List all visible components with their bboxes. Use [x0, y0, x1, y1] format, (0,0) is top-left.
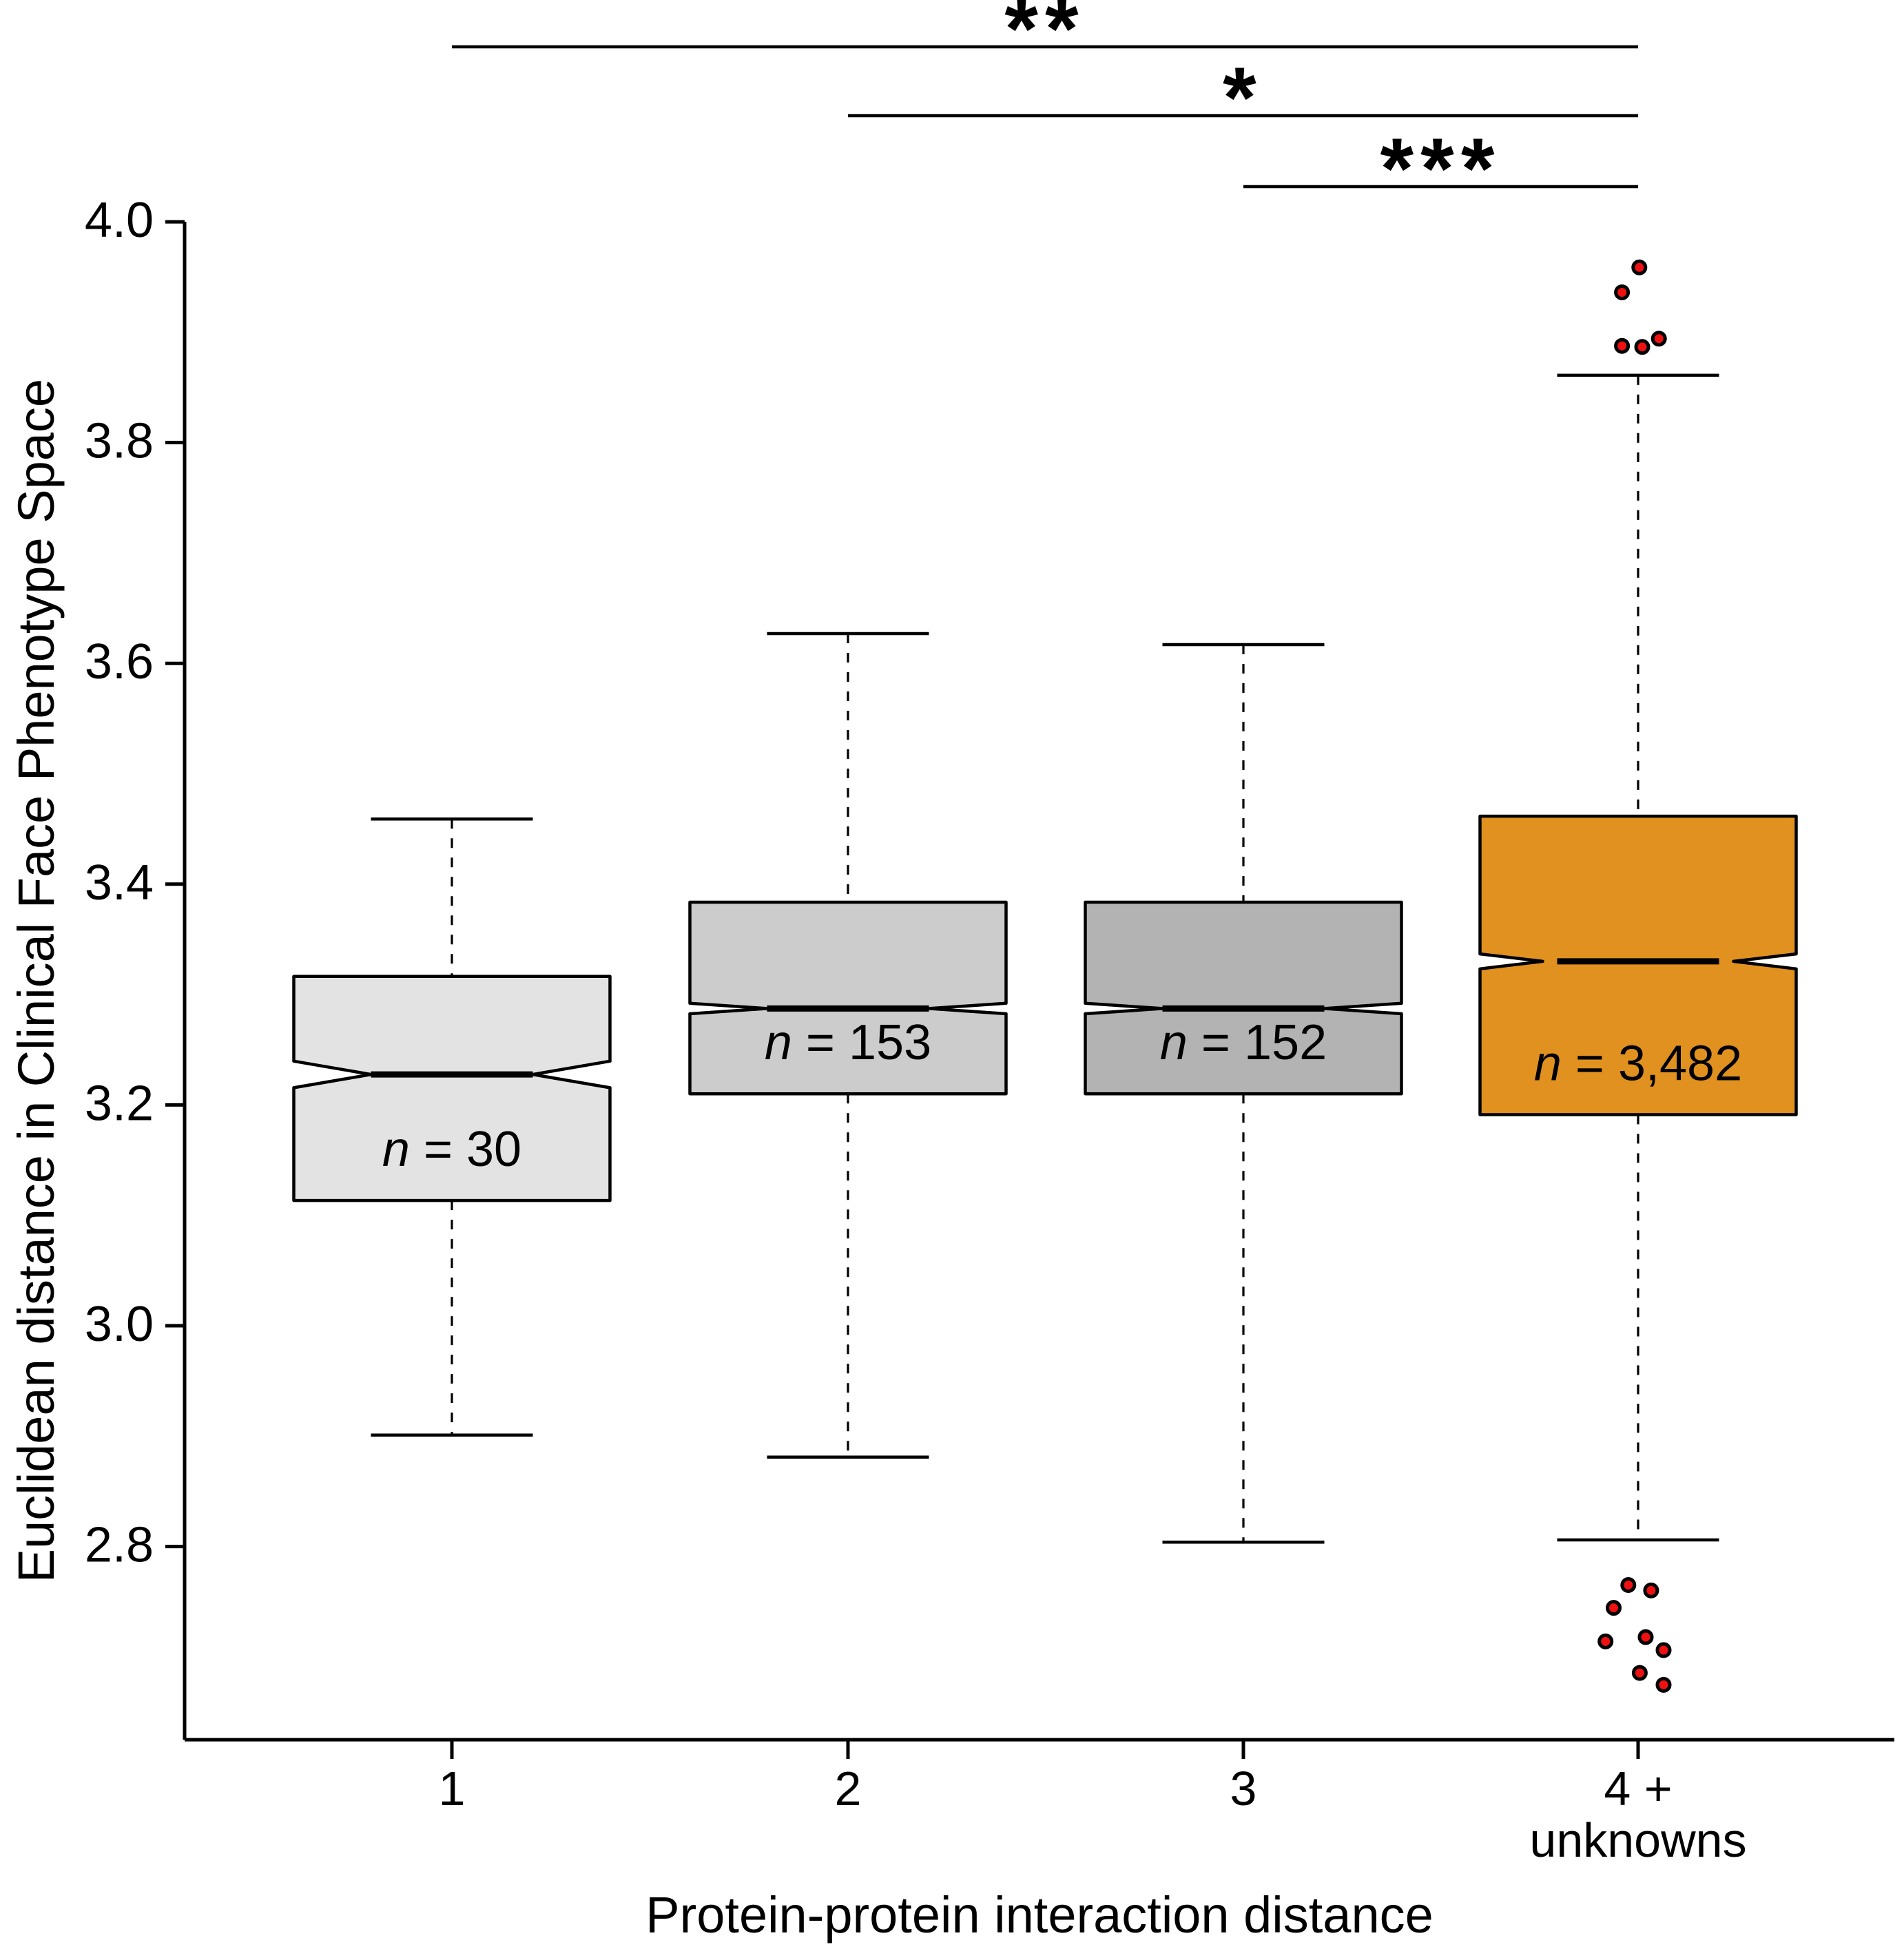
svg-text:n = 30: n = 30 — [382, 1122, 521, 1177]
svg-text:unknowns: unknowns — [1529, 1813, 1746, 1867]
svg-text:3: 3 — [1230, 1762, 1257, 1815]
svg-text:Protein-protein interaction di: Protein-protein interaction distance — [645, 1886, 1434, 1943]
svg-text:1: 1 — [439, 1762, 466, 1815]
svg-text:3.0: 3.0 — [85, 1297, 154, 1352]
svg-text:4.0: 4.0 — [85, 193, 154, 248]
svg-text:***: *** — [1380, 121, 1502, 217]
svg-text:3.8: 3.8 — [85, 414, 154, 469]
svg-text:3.6: 3.6 — [85, 634, 154, 689]
svg-text:3.2: 3.2 — [85, 1076, 154, 1131]
svg-text:**: ** — [1004, 0, 1085, 77]
svg-text:4 +: 4 + — [1604, 1762, 1672, 1815]
svg-text:2: 2 — [835, 1762, 862, 1815]
svg-text:n = 3,482: n = 3,482 — [1534, 1036, 1742, 1092]
svg-text:n = 152: n = 152 — [1160, 1015, 1327, 1070]
svg-text:*: * — [1223, 50, 1263, 146]
svg-text:3.4: 3.4 — [85, 855, 154, 910]
svg-text:Euclidean distance in Clinical: Euclidean distance in Clinical Face Phen… — [8, 379, 65, 1583]
svg-text:n = 153: n = 153 — [765, 1015, 931, 1070]
svg-text:2.8: 2.8 — [85, 1518, 154, 1573]
